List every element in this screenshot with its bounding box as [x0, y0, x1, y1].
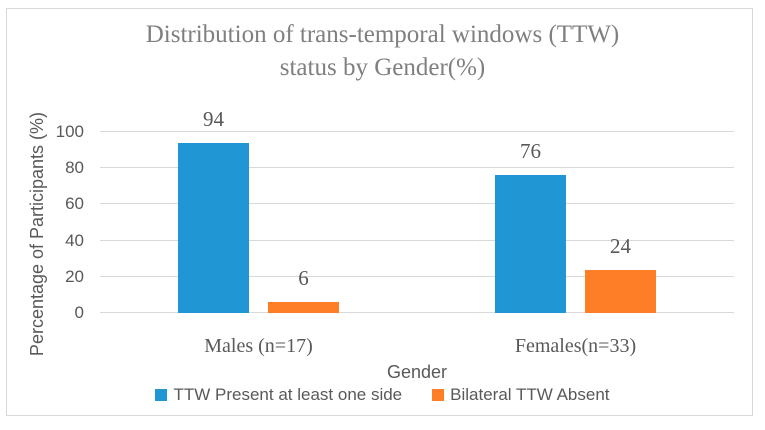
- chart-title-line-2: status by Gender(%): [279, 54, 486, 81]
- y-tick-label-80: 80: [65, 158, 84, 178]
- chart-border-frame: [6, 8, 753, 416]
- data-label-females-n-33-ttw-present-at-least-one-side: 76: [520, 139, 541, 164]
- category-label-females-n-33: Females(n=33): [514, 335, 637, 357]
- gridline-y-40: [100, 239, 734, 241]
- gridline-y-100: [100, 131, 734, 132]
- y-axis-tick-labels: 0 20 40 60 80 100: [40, 0, 84, 430]
- chart-legend: TTW Present at least one side Bilateral T…: [0, 386, 765, 404]
- bar-males-n-17-ttw-present-at-least-one-side: [178, 142, 249, 313]
- y-tick-label-60: 60: [65, 194, 84, 214]
- gridline-y-0: [100, 312, 734, 313]
- category-label-males-n-17: Males (n=17): [204, 335, 313, 357]
- plot-area: 94 6 76 24: [100, 108, 734, 313]
- data-label-males-n-17-bilateral-ttw-absent: 6: [298, 266, 309, 291]
- legend-item-ttw-present-at-least-one-side: TTW Present at least one side: [155, 386, 402, 404]
- y-tick-label-100: 100: [55, 122, 84, 141]
- chart-title-line-1: Distribution of trans-temporal windows (…: [145, 21, 620, 48]
- x-axis-category-labels: Males (n=17) Females(n=33): [100, 334, 734, 360]
- gridline-y-60: [100, 203, 734, 205]
- legend-swatch-icon-bilateral-ttw-absent: [432, 389, 445, 401]
- gridline-y-20: [100, 275, 734, 277]
- gridline-y-80: [100, 167, 734, 169]
- x-axis-title: Gender: [386, 362, 448, 382]
- bar-females-n-33-bilateral-ttw-absent: [585, 269, 656, 313]
- data-label-males-n-17-ttw-present-at-least-one-side: 94: [203, 106, 224, 131]
- bar-females-n-33-ttw-present-at-least-one-side: [495, 175, 566, 313]
- legend-label-ttw-present-at-least-one-side: TTW Present at least one side: [173, 385, 403, 404]
- y-tick-label-40: 40: [65, 230, 84, 250]
- y-tick-label-0: 0: [74, 303, 84, 322]
- legend-swatch-icon-ttw-present-at-least-one-side: [155, 389, 168, 401]
- bar-males-n-17-bilateral-ttw-absent: [268, 302, 339, 313]
- legend-item-bilateral-ttw-absent: Bilateral TTW Absent: [432, 385, 610, 404]
- legend-label-bilateral-ttw-absent: Bilateral TTW Absent: [450, 385, 610, 404]
- data-label-females-n-33-bilateral-ttw-absent: 24: [610, 233, 631, 258]
- chart-title: Distribution of trans-temporal windows (…: [0, 18, 765, 84]
- y-tick-label-20: 20: [65, 266, 84, 286]
